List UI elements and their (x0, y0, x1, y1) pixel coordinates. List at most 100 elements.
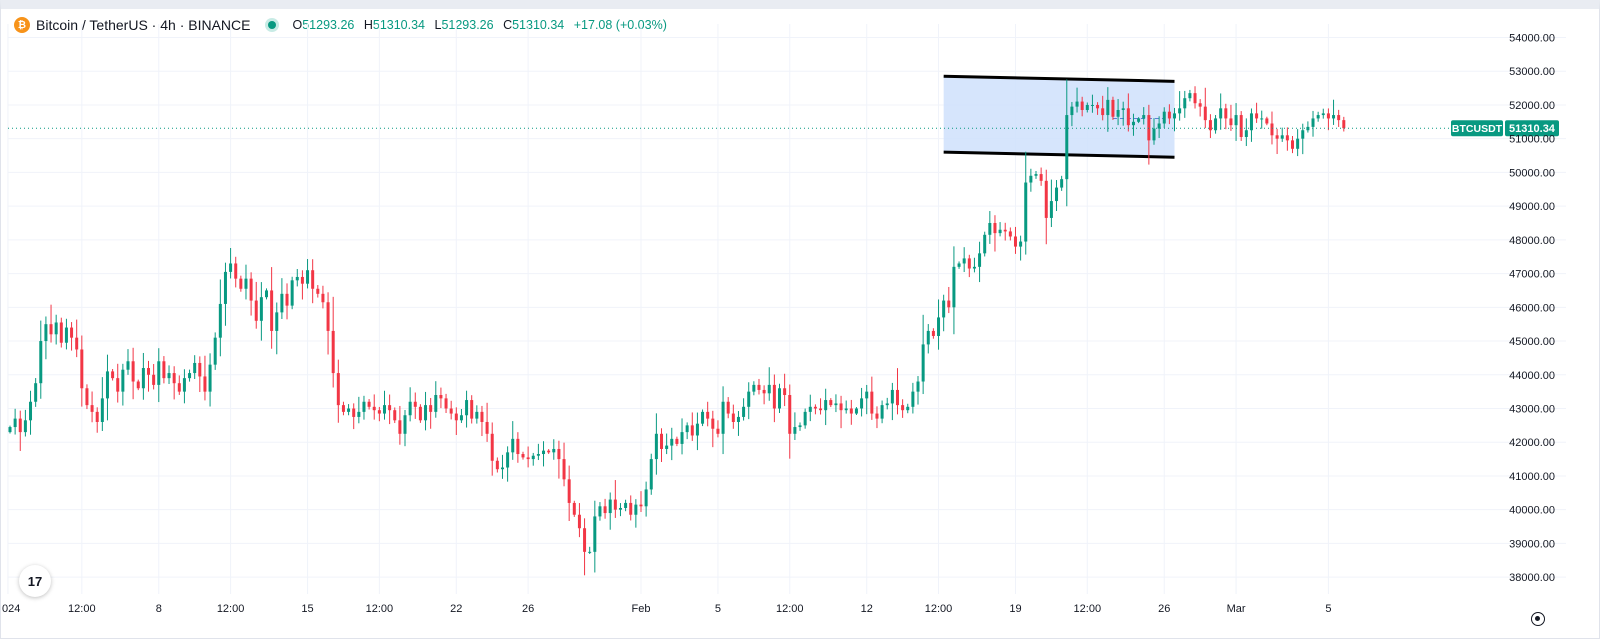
candle (490, 422, 494, 476)
candle-body (8, 427, 12, 433)
candle (916, 376, 920, 405)
candle (860, 387, 864, 417)
candle-body (808, 406, 812, 412)
time-axis[interactable]: 024 12:00 8 12:00 15 12:00 22 26 Feb 5 12:00 12 12:0… (2, 603, 1331, 615)
candle (167, 365, 171, 385)
candle-body (1096, 104, 1100, 109)
candle (901, 399, 905, 418)
candle (1178, 91, 1182, 121)
candle-body (454, 413, 458, 421)
candle (326, 292, 330, 355)
candle (34, 378, 38, 407)
candle-body (998, 229, 1002, 234)
candle-body (583, 528, 587, 552)
chart-header: ₿ Bitcoin / TetherUS · 4h · BINANCE O512… (14, 14, 667, 36)
candle (1029, 168, 1033, 192)
candle-body (854, 408, 858, 414)
candle (1229, 104, 1233, 131)
candle-body (634, 504, 638, 515)
candle (1306, 121, 1310, 133)
candle-body (311, 270, 315, 289)
gear-icon[interactable] (1531, 612, 1545, 626)
candle (762, 385, 766, 405)
candle-body (624, 502, 628, 508)
candle-body (849, 408, 853, 414)
candle-body (495, 460, 499, 470)
y-tick-label: 43000.00 (1509, 403, 1555, 415)
candle-body (1106, 99, 1110, 116)
candle-body (911, 391, 915, 407)
candle (731, 404, 735, 429)
candle-body (1013, 236, 1017, 247)
candle-body (1219, 108, 1223, 119)
candle (618, 503, 622, 517)
candle-body (644, 489, 648, 507)
candle-body (962, 258, 966, 264)
candle-body (162, 361, 166, 379)
candle-body (803, 411, 807, 426)
candle (726, 397, 730, 419)
candle-body (926, 330, 930, 345)
candle-body (1121, 108, 1125, 111)
candle-body (557, 448, 561, 460)
candle-body (675, 438, 679, 444)
candle (536, 443, 540, 461)
candle (285, 283, 289, 320)
candle (1111, 96, 1115, 120)
candle-body (721, 401, 725, 434)
candle-body (203, 376, 207, 392)
candle (13, 408, 17, 435)
price-channel[interactable] (943, 74, 1175, 159)
candle (854, 407, 858, 415)
candle-body (1008, 231, 1012, 237)
candle-body (880, 405, 884, 419)
candle-body (1039, 174, 1043, 181)
candle (952, 246, 956, 335)
candle-body (629, 502, 633, 515)
candle (1173, 107, 1177, 132)
candle-body (321, 293, 325, 303)
candle-body (701, 411, 705, 424)
candle (141, 352, 145, 400)
candle (593, 500, 597, 573)
candle-body (1342, 120, 1346, 129)
tradingview-logo[interactable]: 17 (19, 565, 51, 597)
candle (1019, 235, 1023, 261)
candle (695, 412, 699, 451)
candle (372, 394, 376, 420)
candle-body (1316, 115, 1320, 119)
channel-lower-line (943, 150, 1175, 159)
candle (54, 314, 58, 345)
candle (80, 335, 84, 407)
y-tick-label: 45000.00 (1509, 336, 1555, 348)
candle-body (1131, 121, 1135, 126)
candle-body (326, 302, 330, 331)
candle-body (1229, 118, 1233, 126)
candle-body (316, 288, 320, 294)
candle-body (290, 280, 294, 306)
candle (690, 412, 694, 441)
candle-body (798, 425, 802, 428)
candle (1162, 107, 1166, 128)
candle-body (1244, 130, 1248, 137)
candle (757, 378, 761, 395)
candle-body (762, 389, 766, 394)
x-tick-label: 024 (2, 603, 20, 615)
candle (1116, 99, 1120, 126)
symbol-title[interactable]: Bitcoin / TetherUS · 4h · BINANCE (36, 17, 251, 33)
candle (459, 408, 463, 423)
candle-body (690, 425, 694, 436)
candle (967, 254, 971, 278)
candle (95, 407, 99, 433)
candle (213, 332, 217, 370)
candle (665, 433, 669, 455)
candle (439, 387, 443, 409)
price-badge-text: 51310.34 (1509, 123, 1556, 135)
candle (177, 375, 181, 395)
y-tick-label: 50000.00 (1509, 167, 1555, 179)
candle (624, 499, 628, 512)
price-axis[interactable]: 54000.00 53000.00 52000.00 51000.00 50000.00… (1509, 32, 1555, 584)
candle-body (285, 293, 289, 306)
low-label: L (434, 18, 442, 32)
